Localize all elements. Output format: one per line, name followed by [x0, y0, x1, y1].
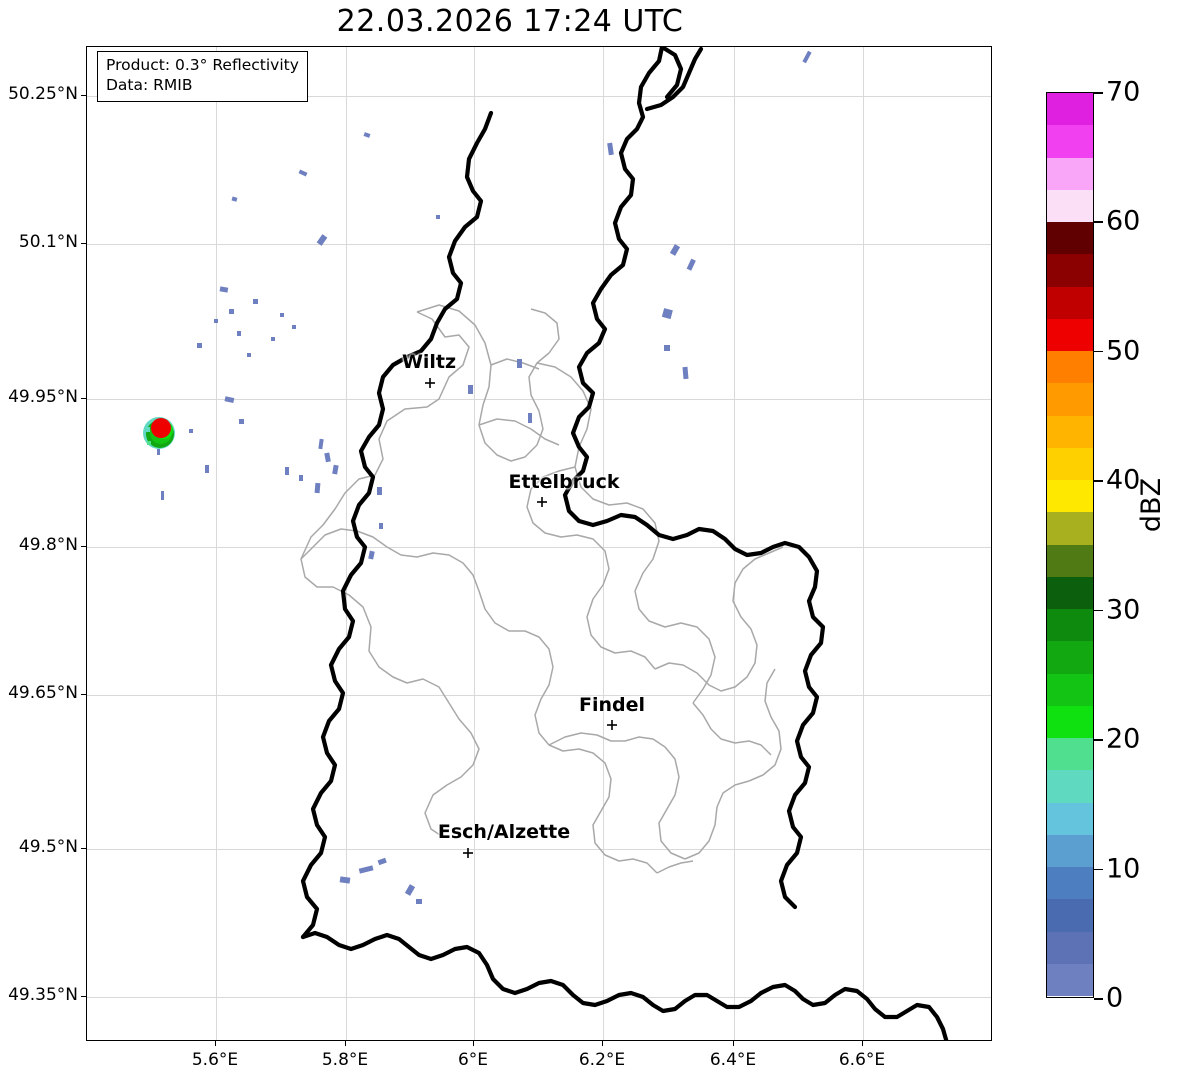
colorbar-segment — [1047, 963, 1093, 996]
y-axis-tick-label: 50.25°N — [8, 84, 78, 104]
colorbar-tick-mark — [1094, 609, 1103, 612]
colorbar-tick-label: 50 — [1106, 335, 1141, 367]
colorbar-segment — [1047, 738, 1093, 771]
convective-cell-west — [143, 417, 175, 455]
gridline-horizontal — [87, 96, 991, 97]
colorbar-tick-mark — [1094, 480, 1103, 482]
colorbar-segment — [1047, 641, 1093, 674]
product-line: Product: 0.3° Reflectivity — [106, 56, 299, 74]
y-axis-tick-label: 49.35°N — [8, 985, 78, 1005]
noise-specks — [161, 50, 812, 904]
x-tick-mark — [345, 1041, 346, 1046]
gridline-horizontal — [87, 849, 991, 850]
colorbar-segment — [1047, 867, 1093, 900]
gridline-vertical — [216, 47, 217, 1040]
product-info-box: Product: 0.3° Reflectivity Data: RMIB — [97, 51, 308, 102]
colorbar-segment — [1047, 318, 1093, 351]
y-axis-tick-label: 49.95°N — [8, 387, 78, 407]
x-tick-mark — [862, 1041, 863, 1046]
y-axis-tick-label: 49.5°N — [18, 837, 78, 857]
map-geography — [143, 47, 949, 1040]
gridline-vertical — [346, 47, 347, 1040]
y-axis-tick-label: 49.65°N — [8, 683, 78, 703]
colorbar-tick-label: 30 — [1106, 594, 1141, 626]
colorbar-tick-mark — [1094, 868, 1103, 871]
colorbar-segment — [1047, 189, 1093, 222]
colorbar-segment — [1047, 576, 1093, 609]
colorbar-segment — [1047, 480, 1093, 513]
colorbar-tick-mark — [1094, 221, 1103, 224]
data-source-line: Data: RMIB — [106, 75, 193, 94]
page-title: 22.03.2026 17:24 UTC — [336, 4, 684, 39]
x-axis-tick-label: 6.2°E — [578, 1050, 626, 1070]
colorbar-segment — [1047, 125, 1093, 158]
colorbar-segment — [1047, 802, 1093, 835]
colorbar-tick-label: 10 — [1106, 853, 1141, 885]
colorbar-segment — [1047, 447, 1093, 480]
colorbar-segment — [1047, 383, 1093, 416]
colorbar-tick-label: 40 — [1106, 464, 1141, 496]
colorbar-tick-label: 0 — [1106, 982, 1124, 1014]
y-tick-mark — [81, 243, 86, 244]
y-tick-mark — [81, 95, 86, 96]
colorbar-segment — [1047, 222, 1093, 255]
colorbar-segment — [1047, 899, 1093, 932]
x-axis-tick-label: 6°E — [457, 1050, 489, 1070]
colorbar-segment — [1047, 544, 1093, 577]
colorbar-axis-label: dBZ — [1136, 477, 1167, 533]
gridline-vertical — [603, 47, 604, 1040]
colorbar-segment — [1047, 415, 1093, 448]
colorbar-segment — [1047, 254, 1093, 287]
map-clip: Wiltz Ettelbruck Findel Esch/Alzette — [87, 47, 991, 1040]
y-axis-tick-label: 49.8°N — [18, 535, 78, 555]
y-tick-mark — [81, 996, 86, 997]
colorbar-tick-label: 60 — [1106, 205, 1141, 237]
colorbar-segment — [1047, 157, 1093, 190]
colorbar-tick-mark — [1094, 739, 1103, 741]
colorbar-segment — [1047, 512, 1093, 545]
colorbar-segment — [1047, 834, 1093, 867]
colorbar-tick-mark — [1094, 350, 1103, 353]
radar-map-plot[interactable]: Wiltz Ettelbruck Findel Esch/Alzette — [86, 46, 992, 1041]
gridline-vertical — [734, 47, 735, 1040]
y-tick-mark — [81, 848, 86, 849]
gridline-horizontal — [87, 695, 991, 696]
colorbar-tick-label: 70 — [1106, 76, 1141, 108]
colorbar[interactable] — [1046, 92, 1094, 998]
x-tick-mark — [215, 1041, 216, 1046]
colorbar-tick-label: 20 — [1106, 723, 1141, 755]
gridline-horizontal — [87, 547, 991, 548]
gridline-horizontal — [87, 997, 991, 998]
y-tick-mark — [81, 398, 86, 399]
x-axis-tick-label: 5.6°E — [191, 1050, 239, 1070]
colorbar-segment — [1047, 93, 1093, 126]
y-axis-tick-label: 50.1°N — [18, 232, 78, 252]
colorbar-segment — [1047, 286, 1093, 319]
x-axis-tick-label: 5.8°E — [321, 1050, 369, 1070]
gridline-vertical — [474, 47, 475, 1040]
colorbar-segment — [1047, 770, 1093, 803]
colorbar-segment — [1047, 351, 1093, 384]
gridline-vertical — [863, 47, 864, 1040]
y-tick-mark — [81, 546, 86, 547]
x-tick-mark — [602, 1041, 603, 1046]
colorbar-segment — [1047, 673, 1093, 706]
national-borders — [300, 47, 949, 1040]
x-axis-tick-label: 6.4°E — [709, 1050, 757, 1070]
colorbar-segment — [1047, 609, 1093, 642]
gridline-horizontal — [87, 244, 991, 245]
colorbar-segment — [1047, 931, 1093, 964]
colorbar-tick-mark — [1094, 92, 1103, 94]
x-tick-mark — [733, 1041, 734, 1046]
y-tick-mark — [81, 694, 86, 695]
radar-echo-layer — [143, 50, 812, 904]
gridline-horizontal — [87, 399, 991, 400]
canton-boundaries — [300, 304, 784, 874]
colorbar-tick-mark — [1094, 998, 1103, 1000]
x-axis-tick-label: 6.6°E — [838, 1050, 886, 1070]
x-tick-mark — [473, 1041, 474, 1046]
colorbar-segment — [1047, 705, 1093, 738]
